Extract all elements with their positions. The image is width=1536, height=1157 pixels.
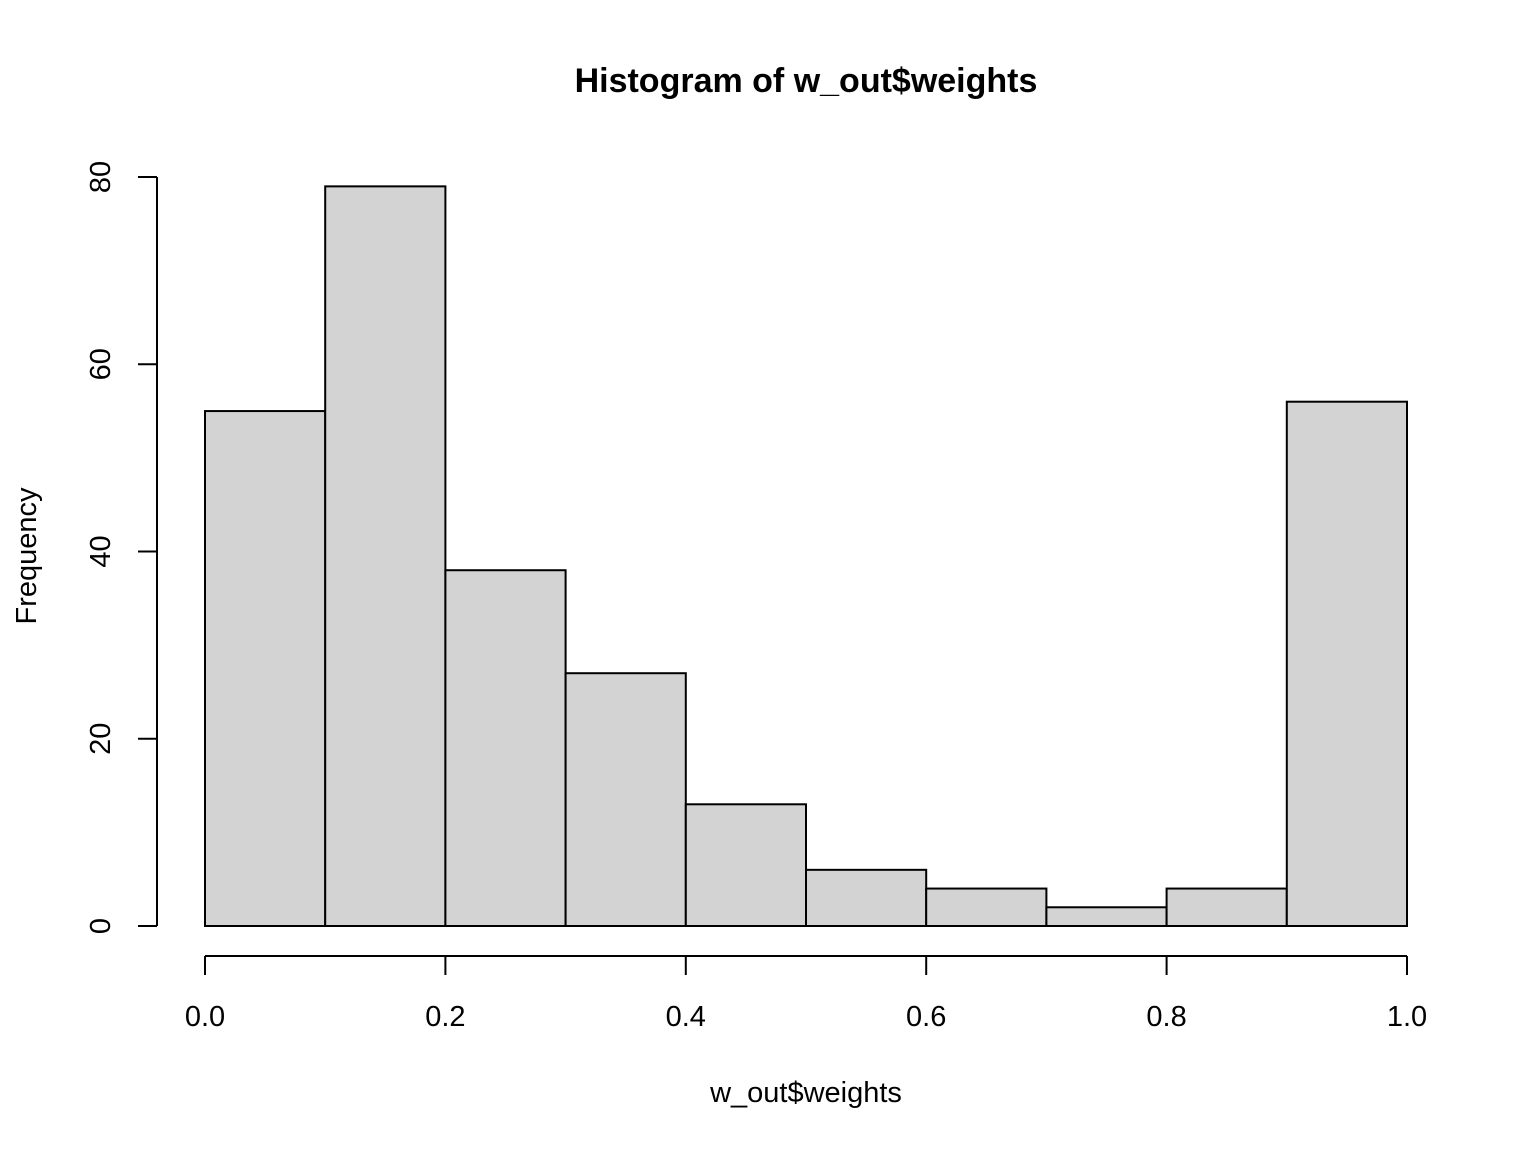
x-tick-label: 0.0 xyxy=(185,1001,225,1033)
histogram-bar xyxy=(204,410,327,927)
y-axis-label: Frequency xyxy=(11,487,43,625)
y-axis: 0 20 40 60 80 xyxy=(85,161,158,934)
y-tick-label: 20 xyxy=(85,723,117,755)
histogram-bar xyxy=(1285,400,1409,927)
y-tick-label: 60 xyxy=(85,348,117,380)
bars-layer xyxy=(204,185,1409,928)
x-axis: 0.0 0.2 0.4 0.6 0.8 1.0 xyxy=(185,955,1427,1033)
x-tick-label: 0.4 xyxy=(666,1001,706,1033)
y-tick-label: 40 xyxy=(85,535,117,567)
histogram-bar xyxy=(324,185,447,928)
x-axis-label: w_out$weights xyxy=(709,1077,902,1109)
chart-title: Histogram of w_out$weights xyxy=(575,62,1038,100)
histogram-bar xyxy=(564,672,687,928)
histogram-bar xyxy=(1045,906,1168,928)
x-tick-label: 1.0 xyxy=(1387,1001,1427,1033)
histogram-bar xyxy=(444,569,567,927)
x-tick-label: 0.2 xyxy=(425,1001,465,1033)
histogram-bar xyxy=(1165,887,1288,927)
x-tick-label: 0.6 xyxy=(906,1001,946,1033)
histogram-bar xyxy=(684,803,807,927)
x-tick-label: 0.8 xyxy=(1146,1001,1186,1033)
y-tick-label: 80 xyxy=(85,161,117,193)
histogram-bar xyxy=(805,868,928,928)
y-tick-label: 0 xyxy=(85,918,117,934)
histogram-bar xyxy=(925,887,1048,927)
